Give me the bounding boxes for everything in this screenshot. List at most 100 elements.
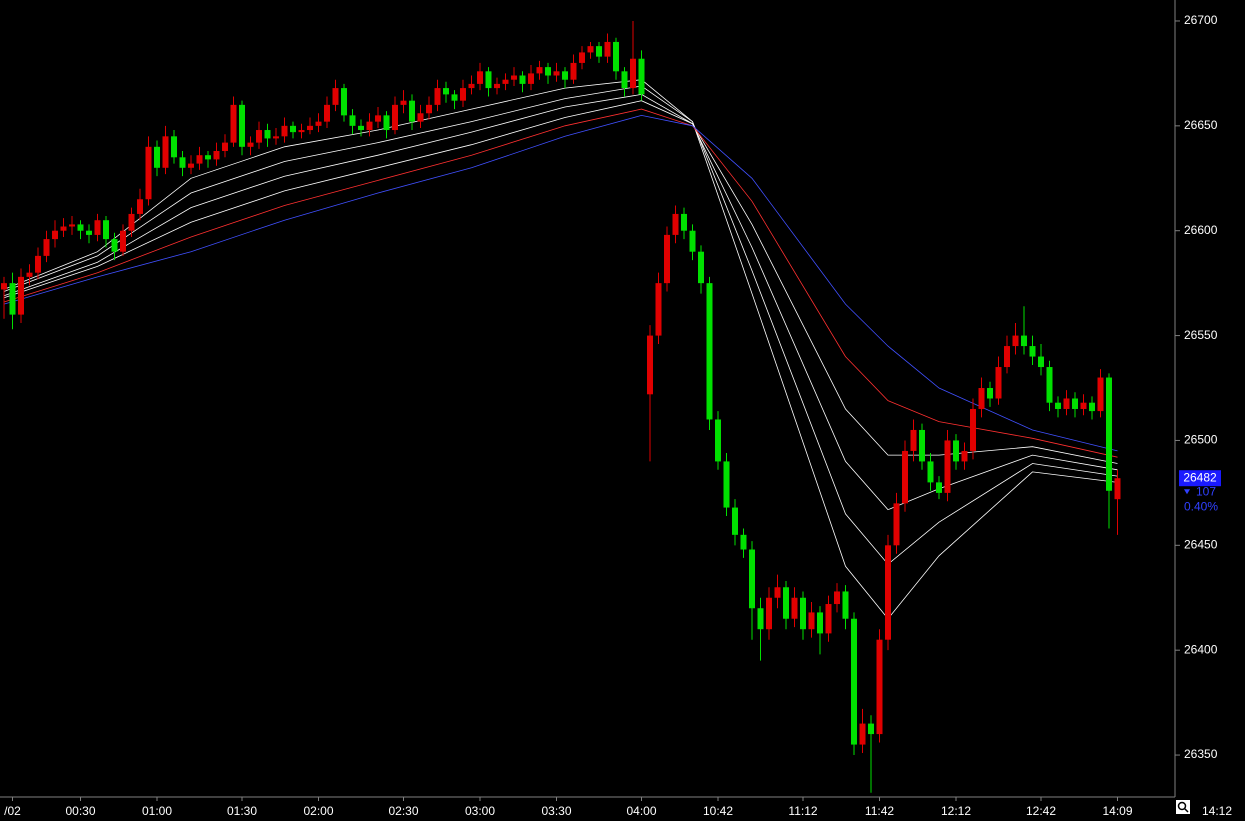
change-pct-label: 0.40% [1184, 499, 1218, 513]
y-tick-label: 26700 [1184, 13, 1218, 27]
candle-body [536, 67, 543, 74]
x-tick-label: 01:30 [227, 804, 257, 818]
y-tick-label: 26600 [1184, 223, 1218, 237]
candle-body [647, 335, 653, 395]
y-tick-label: 26550 [1184, 328, 1218, 342]
ribbon-line [3, 114, 1118, 452]
candle-body [936, 482, 942, 493]
candle-body [630, 58, 636, 89]
candle-body [961, 450, 968, 462]
candle-body [1004, 346, 1010, 368]
candle-body [672, 213, 679, 235]
x-tick-label: /02 [4, 804, 21, 818]
candle-body [723, 461, 730, 508]
candle-body [1038, 356, 1044, 368]
candle-body [749, 549, 755, 609]
candle-body [307, 125, 313, 131]
candle-body [1089, 402, 1095, 412]
candle-body [324, 104, 330, 122]
candle-body [468, 83, 475, 89]
candle-body [222, 142, 228, 152]
candle-body [859, 723, 866, 745]
candle-body [69, 224, 75, 227]
candle-body [562, 71, 568, 80]
candle-body [298, 130, 305, 133]
candle-body [137, 199, 143, 214]
candle-body [596, 46, 602, 57]
candle-body [579, 52, 585, 63]
ribbon-line [3, 108, 1118, 458]
candle-body [885, 545, 891, 640]
candle-body [868, 723, 874, 735]
x-tick-label: 00:30 [65, 804, 95, 818]
candle-body [783, 587, 789, 619]
candle-body [290, 125, 296, 133]
candle-body [1055, 402, 1061, 409]
candle-body [52, 230, 58, 240]
candle-body [1, 283, 7, 290]
x-tick-label: 02:00 [303, 804, 333, 818]
candle-body [834, 591, 840, 605]
y-tick-label: 26500 [1184, 433, 1218, 447]
zoom-glyph [1183, 807, 1189, 813]
candle-body [902, 450, 908, 504]
candle-body [477, 71, 483, 84]
x-tick-label: 01:00 [142, 804, 172, 818]
candle-body [1063, 398, 1070, 409]
candle-body [808, 612, 815, 630]
candle-body [919, 429, 925, 462]
candle-body [519, 75, 526, 84]
candle-body [553, 71, 560, 76]
candle-body [375, 115, 381, 122]
x-tick-label: 10:42 [703, 804, 733, 818]
candle-body [1021, 335, 1027, 347]
candle-body [494, 83, 500, 89]
candle-body [791, 597, 798, 619]
candle-body [128, 213, 135, 231]
candle-body [358, 125, 364, 131]
candle-body [511, 75, 517, 80]
x-tick-label: 03:30 [541, 804, 571, 818]
candle-body [451, 94, 458, 101]
x-tick-label: 02:30 [388, 804, 418, 818]
y-tick-label: 26350 [1184, 747, 1218, 761]
candle-body [698, 251, 704, 284]
candle-body [766, 597, 772, 630]
candle-body [103, 220, 109, 240]
candle-body [817, 612, 823, 634]
candle-body [978, 388, 985, 409]
candle-body [893, 503, 900, 546]
ribbon-line [3, 79, 1118, 620]
candle-body [681, 213, 687, 231]
candle-body [587, 46, 594, 53]
candle-body [120, 230, 126, 252]
candle-body [239, 104, 245, 147]
candle-body [256, 130, 262, 143]
candle-body [196, 155, 203, 164]
candle-body [1097, 377, 1104, 412]
candle-body [26, 272, 33, 277]
candle-body [842, 591, 849, 619]
candle-body [825, 604, 832, 634]
candle-body [689, 230, 696, 252]
candle-body [315, 121, 322, 126]
candle-body [60, 226, 67, 231]
candle-body [732, 507, 738, 535]
candle-body [995, 367, 1002, 399]
ribbons [3, 79, 1118, 620]
candle-body [545, 67, 551, 76]
candle-body [417, 113, 424, 122]
candle-body [94, 220, 101, 235]
candle-body [1106, 377, 1112, 491]
candle-body [426, 104, 432, 114]
candle-body [910, 429, 917, 451]
x-tick-label: 03:00 [465, 804, 495, 818]
candle-body [366, 121, 373, 131]
candle-body [460, 88, 466, 101]
x-tick-label: 12:42 [1026, 804, 1056, 818]
candle-body [1046, 367, 1053, 403]
zoom-icon[interactable] [1176, 800, 1190, 814]
candle-body [205, 155, 211, 160]
last-price-label: 26482 [1183, 470, 1217, 484]
y-tick-label: 26650 [1184, 118, 1218, 132]
